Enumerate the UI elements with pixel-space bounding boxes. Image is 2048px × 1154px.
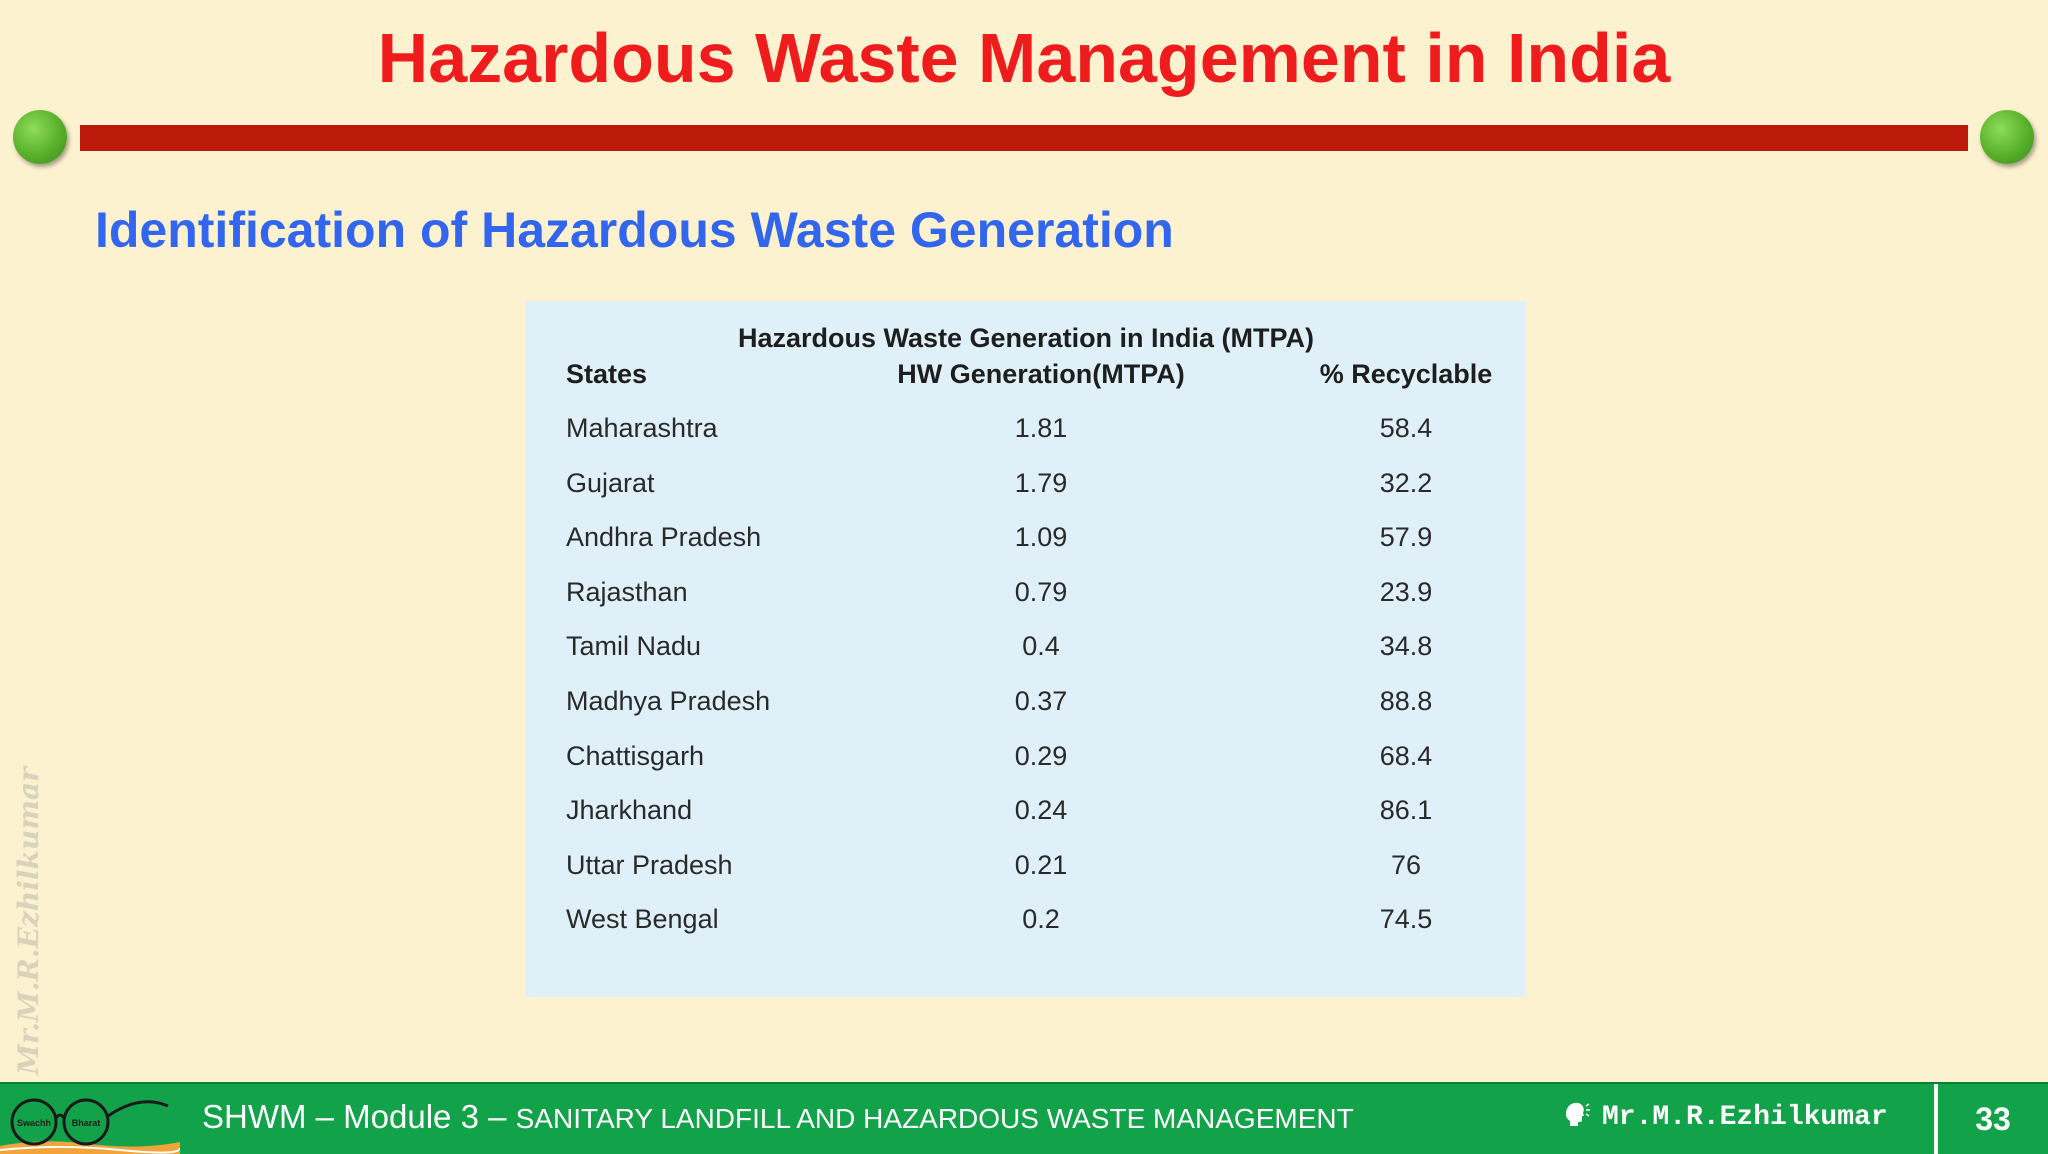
swachh-bharat-glasses-icon: Swachh Bharat (0, 1098, 180, 1154)
recyclable-cell: 76 (1390, 849, 1422, 880)
table-row: Madhya Pradesh 0.37 88.8 (526, 681, 1526, 721)
page-number: 33 (1934, 1084, 2048, 1154)
state-cell: Andhra Pradesh (566, 522, 762, 553)
title-divider (80, 125, 1968, 151)
author-watermark: Mr.M.R.Ezhilkumar (12, 767, 45, 1075)
hw-generation-cell: 0.21 (1014, 849, 1068, 880)
table-row: Andhra Pradesh 1.09 57.9 (526, 517, 1526, 557)
hazardous-waste-table: Hazardous Waste Generation in India (MTP… (526, 301, 1526, 997)
table-row: Uttar Pradesh 0.21 76 (526, 845, 1526, 885)
recyclable-cell: 34.8 (1379, 631, 1433, 662)
recyclable-cell: 86.1 (1379, 795, 1433, 826)
author-name: Mr.M.R.Ezhilkumar (1602, 1102, 1888, 1133)
table-row: Tamil Nadu 0.4 34.8 (526, 626, 1526, 666)
green-ball-icon (13, 110, 67, 164)
table-row: Maharashtra 1.81 58.4 (526, 408, 1526, 448)
hw-generation-cell: 0.29 (1014, 740, 1068, 771)
table-title: Hazardous Waste Generation in India (MTP… (737, 323, 1315, 353)
logo-text-right: Bharat (72, 1118, 101, 1128)
recyclable-cell: 74.5 (1379, 904, 1433, 935)
hw-generation-cell: 1.09 (1014, 522, 1068, 553)
footer-module-name: SANITARY LANDFILL AND HAZARDOUS WASTE MA… (515, 1103, 1354, 1134)
recyclable-cell: 88.8 (1379, 686, 1433, 716)
recyclable-cell: 57.9 (1379, 522, 1433, 553)
footer-author: Mr.M.R.Ezhilkumar (1562, 1100, 1888, 1133)
slide-title: Hazardous Waste Management in India (377, 19, 1671, 97)
table-header-row: States HW Generation(MTPA) % Recyclable (526, 354, 1526, 394)
state-cell: Chattisgarh (566, 740, 705, 771)
hw-generation-cell: 0.37 (1014, 686, 1068, 716)
recyclable-cell: 32.2 (1379, 467, 1433, 498)
table-row: West Bengal 0.2 74.5 (526, 899, 1526, 939)
green-ball-icon (1980, 110, 2034, 164)
state-cell: Gujarat (566, 467, 655, 498)
recyclable-cell: 68.4 (1379, 740, 1433, 771)
state-cell: Maharashtra (566, 413, 718, 443)
hw-generation-cell: 0.24 (1014, 795, 1068, 826)
table-row: Jharkhand 0.24 86.1 (526, 790, 1526, 830)
recyclable-cell: 23.9 (1379, 576, 1433, 607)
header-states: States (566, 359, 648, 389)
hw-generation-cell: 1.79 (1014, 467, 1068, 498)
header-hw-generation: HW Generation(MTPA) (897, 359, 1185, 389)
header-recyclable: % Recyclable (1319, 359, 1493, 389)
recyclable-cell: 58.4 (1379, 413, 1433, 443)
footer-module: SHWM – Module 3 – (202, 1098, 516, 1135)
state-cell: West Bengal (566, 904, 719, 935)
hw-generation-cell: 0.79 (1014, 576, 1068, 607)
state-cell: Jharkhand (566, 795, 693, 826)
state-cell: Madhya Pradesh (566, 686, 771, 716)
state-cell: Uttar Pradesh (566, 849, 733, 880)
slide-subtitle: Identification of Hazardous Waste Genera… (95, 202, 1174, 258)
speaking-head-icon (1566, 1102, 1590, 1126)
footer-bar: Swachh Bharat SHWM – Module 3 – SANITARY… (0, 1082, 2048, 1154)
state-cell: Rajasthan (566, 576, 688, 607)
table-row: Rajasthan 0.79 23.9 (526, 572, 1526, 612)
hw-generation-cell: 0.4 (1022, 631, 1060, 662)
hw-generation-cell: 0.2 (1022, 904, 1060, 935)
footer-module-text: SHWM – Module 3 – SANITARY LANDFILL AND … (202, 1098, 1354, 1136)
hw-generation-cell: 1.81 (1014, 413, 1068, 443)
table-row: Chattisgarh 0.29 68.4 (526, 736, 1526, 776)
table-row: Gujarat 1.79 32.2 (526, 463, 1526, 503)
state-cell: Tamil Nadu (566, 631, 702, 662)
logo-text-left: Swachh (17, 1118, 51, 1128)
